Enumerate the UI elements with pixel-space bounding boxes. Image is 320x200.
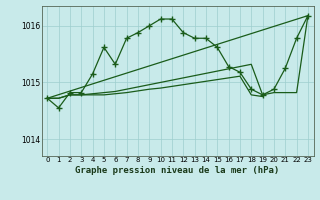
X-axis label: Graphe pression niveau de la mer (hPa): Graphe pression niveau de la mer (hPa) [76,166,280,175]
